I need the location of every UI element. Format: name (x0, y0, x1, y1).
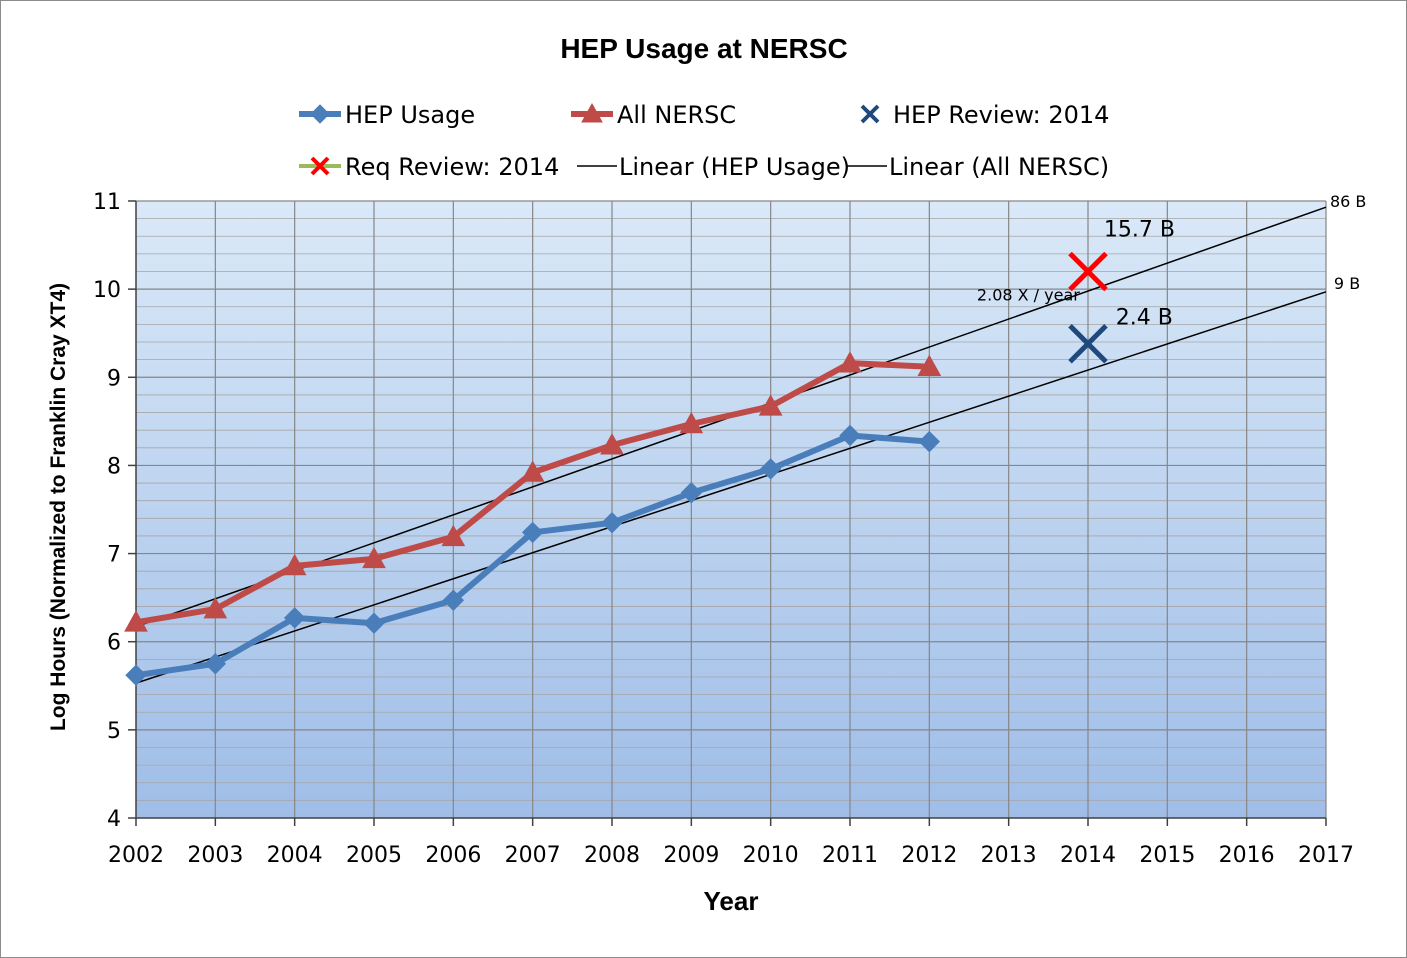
x-tick-label: 2008 (584, 843, 640, 868)
x-tick-label: 2014 (1060, 843, 1116, 868)
legend-item: All NERSC (571, 101, 736, 129)
data-point-marker (600, 433, 624, 455)
x-tick-label: 2009 (663, 843, 719, 868)
x-tick-label: 2010 (743, 843, 799, 868)
x-tick-label: 2013 (981, 843, 1037, 868)
data-point-marker (918, 430, 941, 453)
legend-label: HEP Review: 2014 (893, 101, 1109, 129)
y-tick-label: 10 (93, 278, 121, 303)
data-point-marker (442, 589, 465, 611)
x-tick-label: 2011 (822, 843, 878, 868)
axes-layer: 4 5 6 7 8 9 10 11 2002 2003 2004 2005 2006 2007 2008 20… (93, 190, 1354, 868)
x-tick-label: 2002 (108, 843, 164, 868)
data-point-marker (204, 653, 227, 675)
legend-item: HEP Usage (299, 101, 475, 129)
data-point-marker (601, 512, 623, 534)
data-point-marker (521, 521, 544, 544)
legend-label: Linear (All NERSC) (889, 153, 1109, 181)
review-point-marker (1068, 251, 1108, 292)
x-tick-label: 2015 (1139, 843, 1195, 868)
legend-swatch-marker (310, 104, 330, 124)
data-point-marker (758, 394, 783, 416)
x-marker-stroke (1068, 251, 1108, 292)
x-marker-stroke (860, 104, 880, 124)
y-tick-label: 11 (93, 190, 121, 215)
legend-label: Req Review: 2014 (345, 153, 559, 181)
chart-annotation: 9 B (1334, 274, 1360, 293)
grid-layer (136, 200, 1327, 818)
data-point-marker (124, 610, 148, 632)
data-point-marker (839, 424, 861, 447)
legend-item: Req Review: 2014 (299, 153, 559, 181)
y-tick-label: 7 (107, 543, 121, 568)
legend-label: All NERSC (617, 101, 736, 129)
series-layer (124, 251, 1108, 686)
x-tick-label: 2004 (267, 843, 323, 868)
y-tick-label: 6 (107, 631, 121, 656)
legend-item: Linear (All NERSC) (847, 153, 1109, 181)
chart-annotation: 2.08 X / year (977, 286, 1080, 305)
data-point-marker (282, 553, 307, 576)
legend-item: HEP Review: 2014 (860, 101, 1109, 129)
y-tick-label: 5 (107, 719, 121, 744)
legend-label: HEP Usage (345, 101, 475, 129)
legend-swatch-marker (860, 104, 880, 124)
data-point-marker (441, 524, 466, 547)
data-point-marker (362, 546, 386, 569)
x-marker-stroke (310, 156, 330, 176)
annotation-layer: 15.7 B 2.4 B 2.08 X / year 86 B 9 B (977, 192, 1366, 330)
legend-label: Linear (HEP Usage) (619, 153, 850, 181)
y-tick-label: 4 (107, 807, 121, 832)
x-marker-stroke (1068, 324, 1108, 364)
x-tick-label: 2005 (346, 843, 402, 868)
x-tick-label: 2016 (1219, 843, 1275, 868)
legend-item: Linear (HEP Usage) (577, 153, 850, 181)
chart-annotation: 15.7 B (1104, 217, 1175, 242)
data-point-marker (759, 458, 782, 480)
review-point-marker (1068, 324, 1108, 364)
y-axis-title: Log Hours (Normalized to Franklin Cray X… (47, 283, 70, 731)
data-point-marker (125, 664, 147, 686)
data-point-marker (520, 460, 545, 482)
data-point-marker (363, 612, 385, 634)
x-tick-label: 2006 (425, 843, 481, 868)
x-tick-label: 2007 (505, 843, 561, 868)
data-point-marker (680, 482, 703, 504)
chart-annotation: 86 B (1330, 192, 1366, 211)
x-tick-label: 2012 (901, 843, 957, 868)
data-point-marker (679, 411, 704, 434)
legend-swatch-marker (310, 156, 330, 176)
legend-swatch-marker (581, 102, 603, 123)
chart-title: HEP Usage at NERSC (560, 33, 847, 64)
y-tick-label: 9 (107, 366, 121, 391)
legend-layer: HEP Usage All NERSC HEP Review: 2014 Req Re… (299, 101, 1109, 181)
x-axis-title: Year (704, 886, 759, 916)
chart-annotation: 2.4 B (1116, 305, 1173, 330)
data-point-marker (203, 597, 228, 619)
plot-area (136, 201, 1326, 818)
y-tick-label: 8 (107, 454, 121, 479)
data-point-marker (838, 351, 862, 373)
data-point-marker (283, 607, 306, 629)
data-point-marker (917, 354, 942, 377)
x-tick-label: 2003 (187, 843, 243, 868)
x-tick-label: 2017 (1298, 843, 1354, 868)
